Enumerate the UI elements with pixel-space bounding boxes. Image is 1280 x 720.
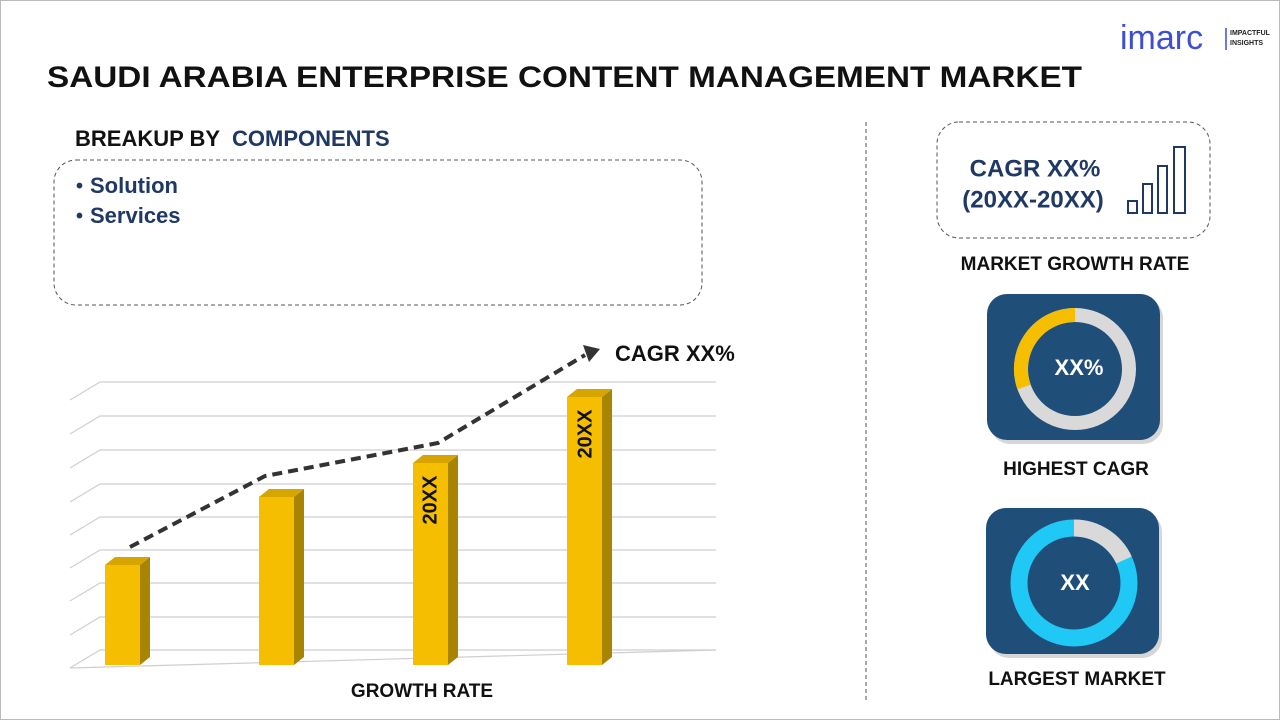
floor-line [69, 381, 716, 401]
donut-track [1073, 519, 1132, 564]
bullet: • [76, 205, 83, 227]
kpi-value: XX [1060, 570, 1090, 595]
bar-top [413, 455, 458, 463]
chart-floor [69, 381, 717, 669]
axis-label: GROWTH RATE [351, 681, 493, 702]
bar-front [413, 463, 448, 665]
floor-line [69, 415, 716, 435]
bar-side [448, 455, 458, 665]
kpi-label: HIGHEST CAGR [1003, 459, 1149, 480]
bar-side [140, 557, 150, 665]
bar-top [259, 489, 304, 497]
floor-line [69, 582, 716, 602]
floor-line [69, 449, 716, 469]
floor-line [69, 649, 716, 669]
breakup-box [53, 159, 703, 306]
breakup-item: Services [90, 203, 181, 228]
kpi-box [936, 121, 1211, 239]
growth-icon [1127, 146, 1186, 214]
bar-label: 20XX [419, 475, 441, 525]
kpi-label: MARKET GROWTH RATE [961, 254, 1190, 275]
floor-line [69, 516, 716, 536]
bar-side [294, 489, 304, 665]
kpi-period: (20XX-20XX) [962, 186, 1103, 213]
trend-label: CAGR XX% [615, 341, 735, 366]
bullet: • [76, 175, 83, 197]
logo-name: imarc [1120, 19, 1203, 57]
bar-top [567, 389, 612, 397]
bar-front [567, 397, 602, 665]
title: SAUDI ARABIA ENTERPRISE CONTENT MANAGEME… [47, 61, 1082, 94]
kpi-label: LARGEST MARKET [988, 669, 1166, 690]
floor-line [69, 483, 716, 503]
kpi-value: CAGR XX% [970, 155, 1101, 182]
trend-line [129, 353, 587, 549]
bar-label: 20XX [574, 409, 596, 459]
breakup-label: BREAKUP BY [75, 126, 220, 151]
trend-arrow [583, 345, 600, 362]
breakup-segment: COMPONENTS [232, 126, 390, 151]
bar-side [602, 389, 612, 665]
floor-line [69, 549, 716, 569]
floor-line [69, 616, 716, 636]
bar-top [105, 557, 150, 565]
kpi-value: XX% [1055, 355, 1104, 380]
logo-tagline: INSIGHTS [1230, 40, 1263, 47]
bar-front [259, 497, 294, 665]
donut-arc [1013, 307, 1076, 390]
logo-tagline: IMPACTFUL [1230, 30, 1271, 37]
breakup-item: Solution [90, 173, 178, 198]
bar-front [105, 565, 140, 665]
bars [105, 389, 612, 665]
